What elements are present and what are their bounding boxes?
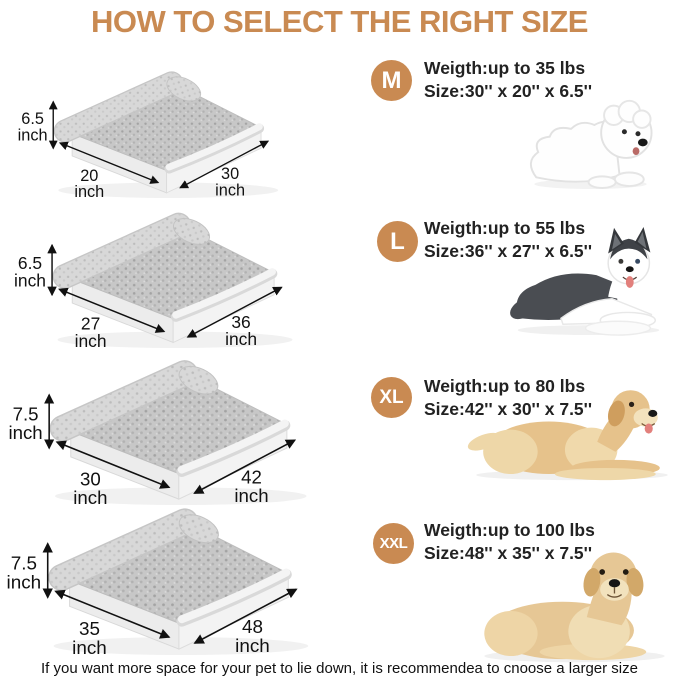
length-value-label: 42 — [241, 466, 262, 487]
weight-text: Weigth:up to 35 lbs — [424, 58, 586, 78]
dog-tongue — [625, 276, 634, 288]
dog-photo-golden-retriever — [467, 390, 668, 481]
bed-diagram: 7.5 inch 35 inch 48 inch — [7, 508, 309, 659]
dimension-arrows — [44, 393, 297, 494]
width-value-label: 27 — [81, 314, 100, 334]
size-info: Weigth:up to 80 lbs Size:42'' x 30'' x 7… — [424, 375, 592, 422]
size-badge: L — [377, 221, 418, 262]
size-badge: XL — [371, 377, 412, 418]
dog-tongue — [644, 423, 653, 434]
weight-text: Weigth:up to 80 lbs — [424, 376, 586, 396]
length-unit-label: inch — [235, 636, 270, 657]
bed-bolster — [51, 361, 197, 441]
dog-mouth — [632, 147, 640, 156]
dog-eye — [599, 569, 606, 575]
weight-text: Weigth:up to 55 lbs — [424, 218, 586, 238]
size-badge: M — [371, 60, 412, 101]
bed-bolster — [54, 72, 183, 142]
dog-nose — [625, 266, 634, 273]
width-unit-label: inch — [72, 638, 107, 659]
dog-ear — [583, 568, 601, 597]
length-unit-label: inch — [234, 485, 268, 506]
bed-bolster-roll — [166, 76, 202, 102]
length-arrow — [193, 439, 297, 494]
dog-ear — [607, 400, 625, 427]
size-row-l: 6.5 inch 27 inch 36 inch L Weigth:up to … — [0, 188, 679, 351]
size-row-xl: 7.5 inch 30 inch 42 inch XL Weigth:up to… — [0, 336, 679, 508]
bed-bolster — [53, 214, 190, 288]
width-unit-label: inch — [75, 331, 107, 351]
width-unit-label: inch — [73, 487, 107, 508]
height-value-label: 7.5 — [13, 404, 39, 425]
dimension-arrows — [48, 100, 270, 189]
width-arrow — [58, 141, 160, 184]
height-value-label: 7.5 — [11, 554, 37, 575]
size-text: Size:36'' x 27'' x 6.5'' — [424, 241, 592, 262]
height-value-label: 6.5 — [18, 253, 42, 273]
dog-nose — [648, 409, 658, 417]
dog-eye — [628, 401, 635, 407]
dog-eye — [621, 129, 627, 135]
size-text: Size:48'' x 35'' x 7.5'' — [424, 543, 592, 564]
dog-photo-bichon-frise — [529, 99, 653, 189]
length-arrow — [179, 140, 270, 189]
dimension-labels: 6.5 inch 27 inch 36 inch — [14, 253, 257, 351]
weight-text: Weigth:up to 100 lbs — [424, 520, 595, 540]
length-value-label: 30 — [221, 165, 239, 183]
dimension-labels: 7.5 inch 35 inch 48 inch — [7, 554, 270, 659]
width-unit-label: inch — [74, 183, 104, 201]
width-arrow — [55, 440, 171, 489]
width-value-label: 30 — [80, 468, 101, 489]
size-info: Weigth:up to 35 lbs Size:30'' x 20'' x 6… — [424, 57, 592, 104]
bed-diagram: 6.5 inch 20 inch 30 inch — [18, 71, 279, 201]
length-arrow — [186, 286, 283, 338]
dog-eye — [622, 569, 629, 575]
width-value-label: 20 — [80, 167, 98, 185]
dog-eye — [635, 258, 641, 264]
dog-photo-siberian-husky — [510, 226, 660, 336]
width-value-label: 35 — [79, 619, 100, 640]
dimension-arrows — [47, 243, 283, 338]
size-row-m: 6.5 inch 20 inch 30 inch M Weigth:up to … — [0, 50, 679, 201]
length-unit-label: inch — [225, 329, 257, 349]
length-value-label: 36 — [231, 312, 250, 332]
width-arrow — [58, 287, 166, 333]
footer-note: If you want more space for your pet to l… — [41, 660, 638, 677]
bed-bolster — [49, 509, 197, 590]
height-unit-label: inch — [18, 126, 48, 144]
height-value-label: 6.5 — [21, 110, 44, 128]
bed-diagram: 7.5 inch 30 inch 42 inch — [8, 360, 307, 508]
dog-eye — [635, 131, 641, 137]
size-text: Size:42'' x 30'' x 7.5'' — [424, 399, 592, 420]
width-arrow — [54, 589, 171, 639]
dog-front-leg — [554, 467, 656, 481]
dimension-labels: 7.5 inch 30 inch 42 inch — [8, 404, 268, 508]
dog-eye — [618, 258, 624, 264]
dog-photo-yellow-labrador — [484, 552, 665, 663]
dog-body — [529, 120, 621, 183]
height-unit-label: inch — [14, 271, 46, 291]
size-badge: XXL — [373, 523, 414, 564]
size-info: Weigth:up to 55 lbs Size:36'' x 27'' x 6… — [424, 217, 592, 264]
dog-nose — [608, 579, 621, 588]
page-title: HOW TO SELECT THE RIGHT SIZE — [91, 4, 588, 39]
dog-front-leg — [584, 320, 652, 336]
size-info: Weigth:up to 100 lbs Size:48'' x 35'' x … — [424, 519, 595, 566]
dog-ear — [626, 568, 644, 597]
bed-diagram: 6.5 inch 27 inch 36 inch — [14, 212, 293, 351]
size-row-xxl: 7.5 inch 35 inch 48 inch XXL Weigth:up t… — [0, 486, 679, 663]
size-text: Size:30'' x 20'' x 6.5'' — [424, 81, 592, 102]
height-unit-label: inch — [7, 572, 42, 593]
length-arrow — [193, 588, 298, 644]
dimension-labels: 6.5 inch 20 inch 30 inch — [18, 110, 245, 201]
dimension-arrows — [42, 542, 298, 644]
length-value-label: 48 — [242, 617, 263, 638]
dog-nose — [637, 138, 648, 147]
height-unit-label: inch — [8, 422, 42, 443]
length-unit-label: inch — [215, 181, 245, 199]
